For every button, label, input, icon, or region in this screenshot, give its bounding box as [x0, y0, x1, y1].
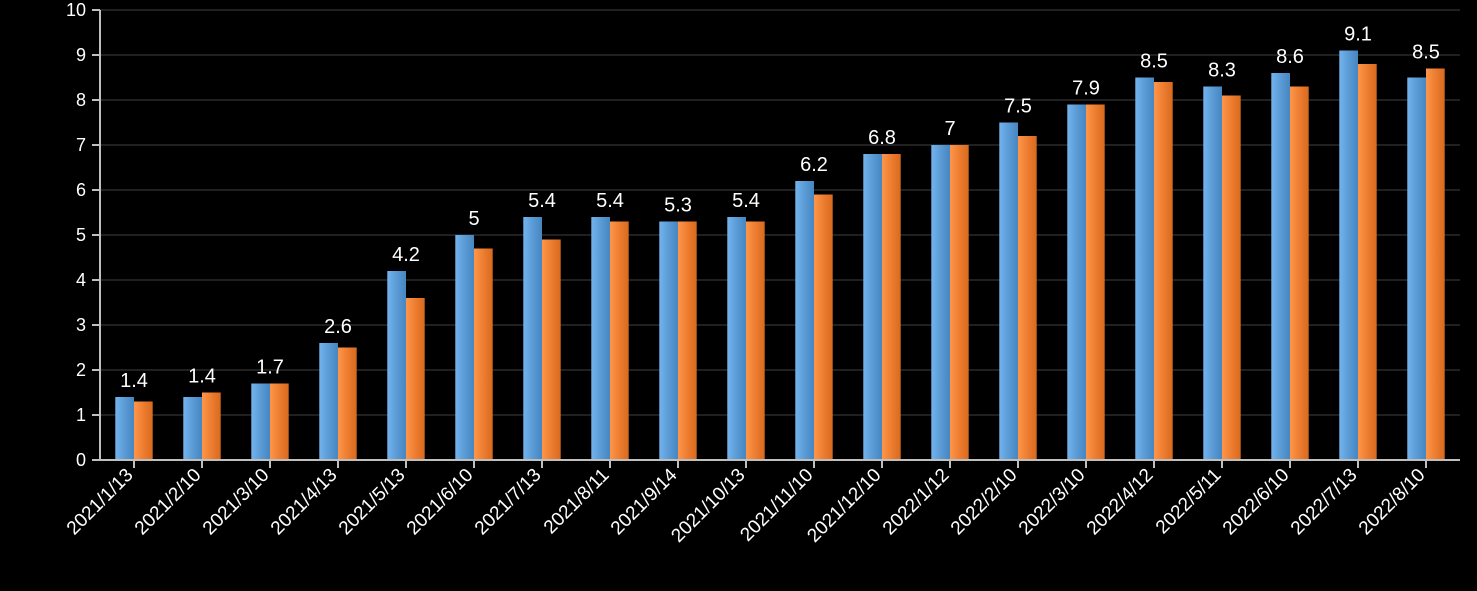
y-tick-label: 2	[76, 360, 86, 380]
data-label: 8.6	[1276, 46, 1304, 68]
y-tick-label: 4	[76, 270, 86, 290]
bar-series2	[814, 195, 833, 461]
y-tick-label: 3	[76, 315, 86, 335]
bar-series1	[591, 217, 610, 460]
bar-series2	[1222, 96, 1241, 461]
bar-chart: 1.4 1.4 1.7 2.6 4.2 5 5.4 5.4 5.3 5.4 6.2 6.8 7 7.5 7.…	[0, 0, 1477, 591]
y-tick-label: 9	[76, 45, 86, 65]
bar-series1	[387, 271, 406, 460]
bar-series1	[455, 235, 474, 460]
data-label: 1.4	[188, 366, 216, 388]
data-label: 4.2	[392, 244, 420, 266]
bar-series1	[931, 145, 950, 460]
bar-series1	[1339, 51, 1358, 461]
bar-series2	[1426, 69, 1445, 461]
bar-series2	[1018, 136, 1037, 460]
data-label: 8.5	[1412, 42, 1440, 64]
bar-series2	[1154, 82, 1173, 460]
bar-series1	[727, 217, 746, 460]
bar-series1	[523, 217, 542, 460]
data-label: 8.5	[1140, 51, 1168, 73]
data-label: 7.5	[1004, 96, 1032, 118]
bar-series1	[115, 397, 134, 460]
y-tick-label: 0	[76, 450, 86, 470]
bar-series1	[863, 154, 882, 460]
bar-series1	[1407, 78, 1426, 461]
bar-series2	[270, 384, 289, 461]
bar-series2	[134, 402, 153, 461]
data-label: 6.2	[800, 154, 828, 176]
bar-series2	[202, 393, 221, 461]
data-label: 2.6	[324, 316, 352, 338]
y-tick-label: 1	[76, 405, 86, 425]
bar-series1	[659, 222, 678, 461]
data-label: 9.1	[1344, 24, 1372, 46]
data-label: 1.4	[120, 370, 148, 392]
bar-series2	[1358, 64, 1377, 460]
y-tick-label: 6	[76, 180, 86, 200]
bar-series2	[882, 154, 901, 460]
data-label: 5.3	[664, 195, 692, 217]
bar-series1	[251, 384, 270, 461]
data-label: 8.3	[1208, 60, 1236, 82]
y-tick-label: 7	[76, 135, 86, 155]
bar-series1	[1271, 73, 1290, 460]
data-label: 7	[944, 118, 955, 140]
data-label: 1.7	[256, 357, 284, 379]
bar-series2	[338, 348, 357, 461]
bar-series2	[1290, 87, 1309, 461]
y-tick-label: 8	[76, 90, 86, 110]
bar-series1	[795, 181, 814, 460]
bar-series2	[678, 222, 697, 461]
data-label: 5.4	[732, 190, 760, 212]
data-label: 5.4	[528, 190, 556, 212]
data-label: 6.8	[868, 127, 896, 149]
bar-series2	[746, 222, 765, 461]
bar-series1	[319, 343, 338, 460]
y-tick-label: 5	[76, 225, 86, 245]
data-label: 7.9	[1072, 78, 1100, 100]
bar-series2	[610, 222, 629, 461]
bar-series2	[406, 298, 425, 460]
bar-series2	[950, 145, 969, 460]
bar-series1	[1067, 105, 1086, 461]
bar-series1	[999, 123, 1018, 461]
bar-series1	[1135, 78, 1154, 461]
bar-series1	[183, 397, 202, 460]
data-label: 5.4	[596, 190, 624, 212]
bar-series1	[1203, 87, 1222, 461]
bar-series2	[542, 240, 561, 461]
bar-series2	[474, 249, 493, 461]
bar-series2	[1086, 105, 1105, 461]
y-tick-label: 10	[66, 0, 86, 20]
data-label: 5	[468, 208, 479, 230]
